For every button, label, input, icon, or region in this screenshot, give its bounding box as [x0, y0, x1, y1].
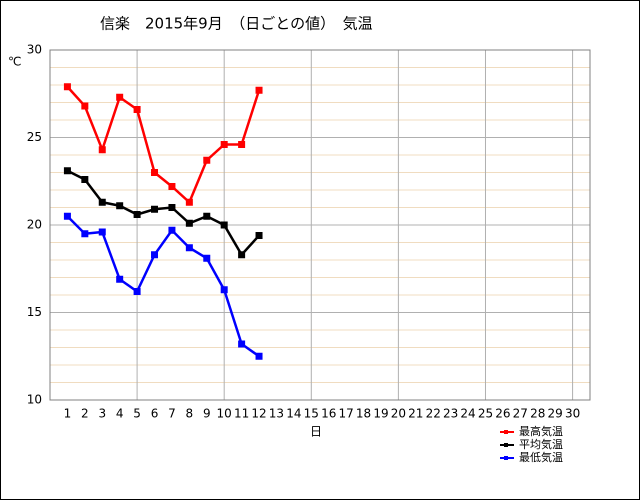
- legend-label: 平均気温: [519, 437, 563, 451]
- x-tick-label: 14: [286, 407, 301, 421]
- x-tick-label: 6: [151, 407, 159, 421]
- y-tick-label: 30: [27, 43, 42, 57]
- point: [255, 232, 263, 239]
- x-tick-label: 27: [513, 407, 528, 421]
- point: [63, 83, 71, 91]
- legend-label: 最低気温: [519, 450, 563, 464]
- x-tick-label: 4: [116, 407, 124, 421]
- x-tick-label: 21: [408, 407, 423, 421]
- x-tick-label: 26: [495, 407, 510, 421]
- x-tick-label: 23: [443, 407, 458, 421]
- x-axis-label: 日: [310, 425, 322, 439]
- x-tick-label: 20: [391, 407, 406, 421]
- y-tick-label: 25: [27, 130, 42, 144]
- x-tick-label: 13: [269, 407, 284, 421]
- x-tick-label: 2: [81, 407, 89, 421]
- point: [133, 106, 141, 113]
- point: [220, 286, 228, 294]
- point: [238, 340, 246, 348]
- point: [255, 352, 263, 360]
- x-tick-label: 5: [133, 407, 141, 421]
- point: [98, 198, 106, 206]
- point: [63, 167, 71, 175]
- x-tick-label: 11: [234, 407, 249, 421]
- legend-marker: [504, 430, 508, 434]
- point: [133, 288, 141, 295]
- point: [116, 275, 124, 283]
- point: [168, 204, 176, 211]
- point: [238, 251, 246, 259]
- x-tick-label: 25: [478, 407, 493, 421]
- point: [220, 141, 228, 148]
- point: [203, 254, 211, 262]
- point: [185, 219, 193, 227]
- point: [98, 146, 106, 154]
- point: [238, 141, 246, 148]
- point: [116, 202, 124, 210]
- y-tick-label: 15: [27, 305, 42, 319]
- x-tick-label: 7: [168, 407, 176, 421]
- x-tick-label: 17: [338, 407, 353, 421]
- point: [151, 169, 159, 176]
- point: [168, 183, 176, 190]
- point: [133, 211, 141, 218]
- point: [81, 102, 89, 110]
- x-tick-label: 9: [203, 407, 211, 421]
- point: [203, 212, 211, 220]
- x-tick-label: 24: [460, 407, 475, 421]
- point: [203, 156, 211, 164]
- x-tick-label: 8: [186, 407, 194, 421]
- point: [185, 244, 193, 252]
- point: [220, 221, 228, 229]
- point: [185, 198, 193, 206]
- x-tick-label: 15: [304, 407, 319, 421]
- x-tick-label: 18: [356, 407, 371, 421]
- x-tick-label: 28: [530, 407, 545, 421]
- x-tick-label: 19: [373, 407, 388, 421]
- point: [63, 212, 71, 220]
- legend-marker: [504, 456, 508, 460]
- x-tick-label: 22: [426, 407, 441, 421]
- x-tick-label: 30: [565, 407, 580, 421]
- x-tick-label: 12: [251, 407, 266, 421]
- point: [98, 228, 106, 236]
- legend-marker: [504, 443, 508, 447]
- plot-border: [49, 49, 591, 401]
- x-tick-label: 29: [548, 407, 563, 421]
- y-axis-label: ℃: [8, 55, 21, 69]
- y-tick-label: 10: [27, 393, 42, 407]
- point: [81, 176, 89, 183]
- legend-label: 最高気温: [519, 424, 563, 438]
- chart-title: 信楽 2015年9月 （日ごとの値） 気温: [100, 15, 373, 33]
- x-tick-label: 16: [321, 407, 336, 421]
- y-tick-label: 20: [27, 218, 42, 232]
- point: [168, 226, 176, 234]
- point: [255, 86, 263, 94]
- point: [151, 251, 159, 259]
- x-tick-label: 10: [217, 407, 232, 421]
- x-tick-label: 1: [64, 407, 72, 421]
- point: [116, 93, 124, 101]
- point: [81, 230, 89, 238]
- x-tick-label: 3: [98, 407, 106, 421]
- point: [151, 205, 159, 213]
- series-line: [66, 169, 260, 257]
